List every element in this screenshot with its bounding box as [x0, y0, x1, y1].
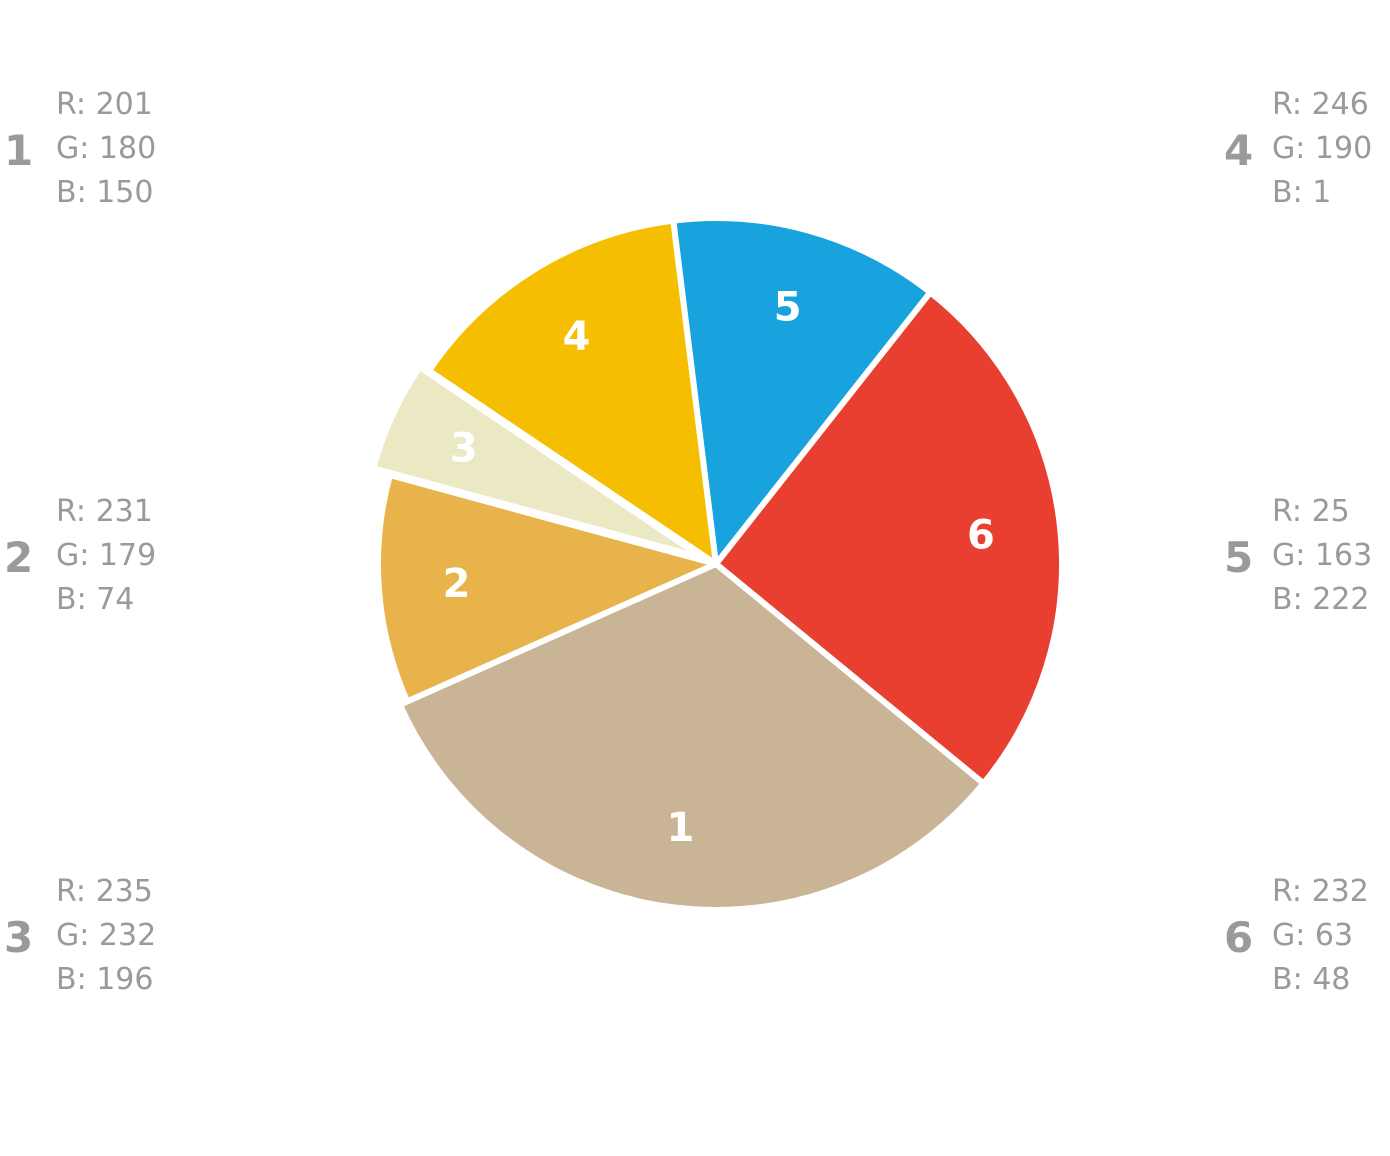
legend-r-value-3: R: 235 [56, 874, 153, 909]
legend-b-value-1: B: 150 [56, 175, 154, 210]
pie-slice-3 [370, 364, 707, 562]
pie-slice-4 [426, 217, 719, 567]
legend-b-value-5: B: 222 [1272, 582, 1370, 617]
pie-slice-2 [375, 472, 719, 705]
legend-r-value-4: R: 246 [1272, 87, 1369, 122]
pie-slice-5 [670, 215, 934, 567]
legend-g-value-6: G: 63 [1272, 918, 1354, 953]
legend-number-3: 3 [4, 913, 34, 962]
pie-slice-label-6: 6 [967, 512, 995, 558]
pie-slice-label-2: 2 [443, 561, 471, 607]
legend-number-2: 2 [4, 533, 34, 582]
legend-number-4: 4 [1224, 126, 1254, 175]
legend-g-value-1: G: 180 [56, 131, 157, 166]
pie-slice-label-3: 3 [450, 426, 478, 472]
legend-g-value-5: G: 163 [1272, 538, 1373, 573]
legend-number-5: 5 [1224, 533, 1254, 582]
pie-slice-label-5: 5 [774, 284, 802, 330]
pie-slice-label-4: 4 [563, 314, 591, 360]
legend-b-value-4: B: 1 [1272, 175, 1332, 210]
legend-b-value-6: B: 48 [1272, 962, 1351, 997]
legend-g-value-3: G: 232 [56, 918, 157, 953]
legend-r-value-6: R: 232 [1272, 874, 1369, 909]
legend-r-value-1: R: 201 [56, 87, 153, 122]
pie-slice-1 [396, 561, 987, 913]
pie-slice-label-1: 1 [666, 805, 694, 851]
legend-number-6: 6 [1224, 913, 1254, 962]
legend-r-value-5: R: 25 [1272, 494, 1350, 529]
legend-b-value-2: B: 74 [56, 582, 135, 617]
legend-r-value-2: R: 231 [56, 494, 153, 529]
legend-g-value-2: G: 179 [56, 538, 157, 573]
legend-number-1: 1 [4, 126, 34, 175]
legend-g-value-4: G: 190 [1272, 131, 1373, 166]
pie-slice-6 [713, 289, 1065, 787]
legend-b-value-3: B: 196 [56, 962, 154, 997]
